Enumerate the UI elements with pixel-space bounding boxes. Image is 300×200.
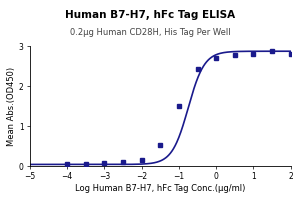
X-axis label: Log Human B7-H7, hFc Tag Conc.(μg/ml): Log Human B7-H7, hFc Tag Conc.(μg/ml): [75, 184, 245, 193]
Text: Human B7-H7, hFc Tag ELISA: Human B7-H7, hFc Tag ELISA: [65, 10, 235, 20]
Text: 0.2μg Human CD28H, His Tag Per Well: 0.2μg Human CD28H, His Tag Per Well: [70, 28, 230, 37]
Y-axis label: Mean Abs.(OD450): Mean Abs.(OD450): [7, 67, 16, 146]
